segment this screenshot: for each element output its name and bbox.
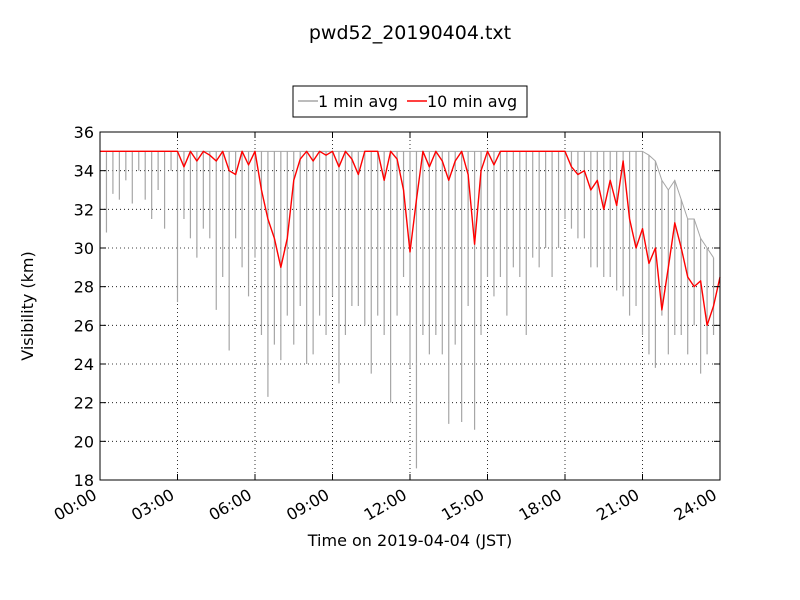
x-tick-label: 03:00 [128,485,177,525]
y-tick-label: 28 [74,278,94,297]
legend-label-10min: 10 min avg [427,92,517,111]
y-tick-label: 30 [74,239,94,258]
y-tick-label: 22 [74,394,94,413]
y-tick-label: 24 [74,355,94,374]
series-10min-line [100,150,721,327]
y-axis-tick-labels: 18 20 22 24 26 28 30 32 34 36 [74,123,94,490]
y-tick-label: 32 [74,200,94,219]
chart-title: pwd52_20190404.txt [309,22,511,44]
x-axis-label: Time on 2019-04-04 (JST) [307,531,512,550]
y-tick-label: 36 [74,123,94,142]
x-tick-label: 12:00 [361,485,410,525]
y-tick-label: 26 [74,316,94,335]
series-10min-avg [100,150,721,327]
x-axis-tick-labels: 00:00 03:00 06:00 09:00 12:00 15:00 18:00 21:00… [51,485,720,525]
plot-area [99,131,721,481]
y-tick-label: 20 [74,432,94,451]
axis-ticks [99,131,721,481]
series-1min-avg [105,150,715,469]
x-tick-label: 24:00 [671,485,720,525]
y-tick-label: 18 [74,471,94,490]
x-tick-label: 15:00 [438,485,487,525]
y-tick-label: 34 [74,162,94,181]
x-tick-label: 06:00 [206,485,255,525]
legend-label-1min: 1 min avg [318,92,398,111]
x-tick-label: 18:00 [516,485,565,525]
series-1min-line [106,150,714,258]
x-tick-label: 21:00 [593,485,642,525]
series-layer [100,150,721,469]
y-axis-label: Visibility (km) [18,251,37,360]
legend: 1 min avg 10 min avg [292,85,528,118]
x-tick-label: 00:00 [51,485,100,525]
x-tick-label: 09:00 [283,485,332,525]
